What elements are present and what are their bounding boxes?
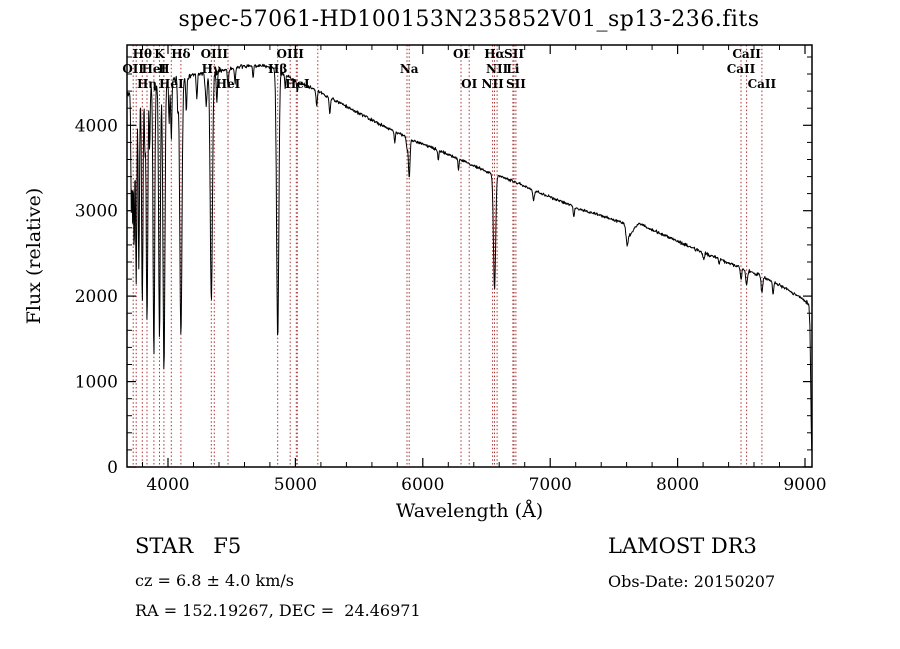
spectral-marker-label: CaII [732,47,761,61]
x-tick-label: 5000 [274,475,317,495]
radial-velocity-label: cz = 6.8 ± 4.0 km/s [135,571,294,590]
x-tick-label: 4000 [146,475,189,495]
spectral-marker-label: H [158,62,169,76]
spectral-marker-label: Hδ [171,47,190,61]
spectral-marker-label: NII [481,77,504,91]
spectral-marker-label: K [154,47,165,61]
x-tick-label: 8000 [656,475,699,495]
spectral-marker-label: CaII [727,62,756,76]
spectrum-trace [126,63,813,451]
spectral-marker-label: OIII [201,47,229,61]
y-axis-title: Flux (relative) [23,188,45,325]
axes-frame [126,44,813,468]
y-tick-label: 1000 [75,373,118,393]
spectral-marker-label: Hη [137,77,157,91]
spectral-marker-label: CaII [748,77,777,91]
y-tick-label: 2000 [75,287,118,307]
spectral-marker-label: HeI [216,77,241,91]
spectral-marker-label: Na [400,62,419,76]
y-tick-label: 0 [107,458,118,478]
classification-label: STAR F5 [135,534,242,558]
obs-date-label: Obs-Date: 20150207 [608,572,776,591]
survey-label: LAMOST DR3 [608,534,757,558]
spectral-marker-label: HeI [142,62,167,76]
spectral-marker-label: HeI [159,77,184,91]
spectral-marker-label: OI [461,77,477,91]
spectral-marker-label: Hβ [268,62,287,76]
spectral-marker-label: OIII [277,47,305,61]
y-tick-label: 4000 [75,116,118,136]
y-tick-label: 3000 [75,202,118,222]
spectral-marker-label: OI [453,47,469,61]
x-tick-label: 7000 [529,475,572,495]
spectral-marker-label: Li [506,62,519,76]
plot-title: spec-57061-HD100153N235852V01_sp13-236.f… [178,7,760,32]
spectral-marker-label: OII [122,62,144,76]
spectral-marker-label: HeI [285,77,310,91]
spectral-marker-label: Hα [484,47,505,61]
spectral-marker-label: NII [486,62,509,76]
x-tick-label: 9000 [783,475,826,495]
x-tick-label: 6000 [401,475,444,495]
spectral-marker-label: SII [504,47,524,61]
spectral-marker-label: SII [506,77,526,91]
coordinates-label: RA = 152.19267, DEC = 24.46971 [135,601,421,620]
x-axis-title: Wavelength (Å) [396,500,543,522]
spectral-marker-label: Hθ [133,47,152,61]
spectral-marker-label: Hγ [202,62,221,76]
